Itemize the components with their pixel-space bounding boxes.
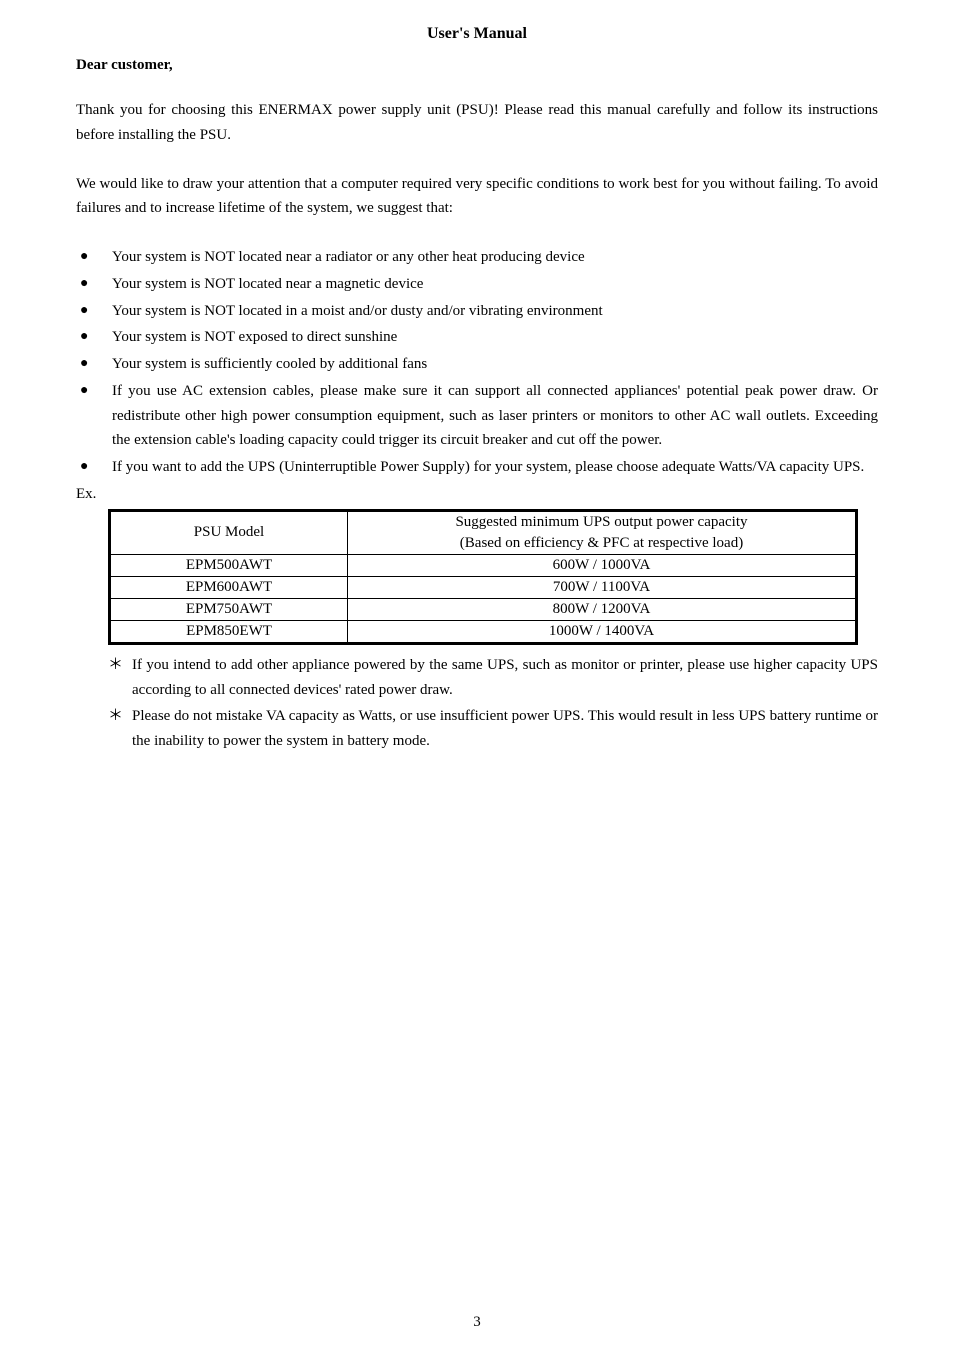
psu-table: PSU Model Suggested minimum UPS output p… xyxy=(108,509,858,645)
cell-capacity: 600W / 1000VA xyxy=(348,554,857,576)
notes-list: If you intend to add other appliance pow… xyxy=(108,653,878,754)
table-header-capacity-line1: Suggested minimum UPS output power capac… xyxy=(348,510,857,533)
page: User's Manual Dear customer, Thank you f… xyxy=(0,0,954,1351)
table-row: EPM850EWT 1000W / 1400VA xyxy=(110,620,857,643)
cell-capacity: 800W / 1200VA xyxy=(348,598,857,620)
cell-model: EPM850EWT xyxy=(110,620,348,643)
page-title: User's Manual xyxy=(76,25,878,43)
note-item: Please do not mistake VA capacity as Wat… xyxy=(108,704,878,754)
suggestion-list: Your system is NOT located near a radiat… xyxy=(76,245,878,480)
cell-capacity: 700W / 1100VA xyxy=(348,576,857,598)
list-item: Your system is sufficiently cooled by ad… xyxy=(76,352,878,377)
list-item: Your system is NOT located in a moist an… xyxy=(76,299,878,324)
table-row: EPM500AWT 600W / 1000VA xyxy=(110,554,857,576)
cell-capacity: 1000W / 1400VA xyxy=(348,620,857,643)
table-row: EPM600AWT 700W / 1100VA xyxy=(110,576,857,598)
page-number: 3 xyxy=(0,1314,954,1331)
table-row: EPM750AWT 800W / 1200VA xyxy=(110,598,857,620)
list-item: Your system is NOT exposed to direct sun… xyxy=(76,325,878,350)
intro-paragraph-2: We would like to draw your attention tha… xyxy=(76,172,878,222)
note-item: If you intend to add other appliance pow… xyxy=(108,653,878,703)
example-label: Ex. xyxy=(76,486,878,503)
list-item: If you use AC extension cables, please m… xyxy=(76,379,878,453)
table-header-model: PSU Model xyxy=(110,510,348,554)
cell-model: EPM500AWT xyxy=(110,554,348,576)
intro-paragraph-1: Thank you for choosing this ENERMAX powe… xyxy=(76,98,878,148)
list-item: Your system is NOT located near a radiat… xyxy=(76,245,878,270)
cell-model: EPM750AWT xyxy=(110,598,348,620)
greeting: Dear customer, xyxy=(76,57,878,74)
list-item: If you want to add the UPS (Uninterrupti… xyxy=(76,455,878,480)
list-item: Your system is NOT located near a magnet… xyxy=(76,272,878,297)
cell-model: EPM600AWT xyxy=(110,576,348,598)
table-header-capacity-line2: (Based on efficiency & PFC at respective… xyxy=(348,533,857,555)
